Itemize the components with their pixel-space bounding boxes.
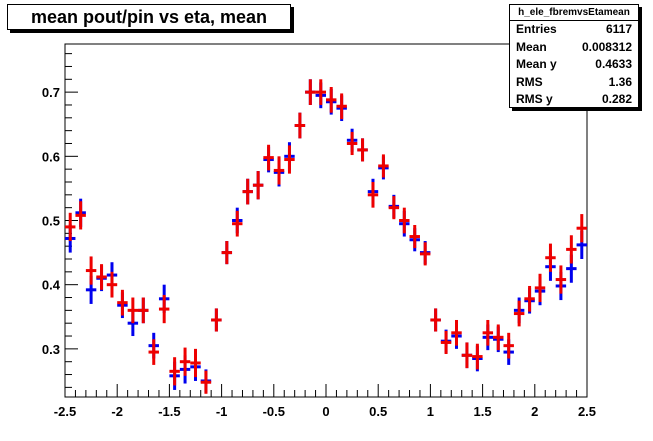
stats-value: 1.36 <box>608 74 632 89</box>
data-point <box>461 342 473 369</box>
y-tick-label: 0.4 <box>42 278 61 293</box>
data-point <box>211 308 222 332</box>
stats-histogram-name: h_ele_fbremvsEtamean <box>510 5 638 21</box>
x-tick-label: 0 <box>322 404 329 419</box>
data-point <box>451 319 462 346</box>
data-point <box>273 156 285 185</box>
stats-row-rms: RMS 1.36 <box>510 74 638 92</box>
stats-label: Entries <box>516 22 557 36</box>
data-point <box>399 207 410 234</box>
data-point <box>96 264 107 290</box>
stats-value: 0.4633 <box>595 57 632 71</box>
series-layer <box>65 79 587 394</box>
stats-row-entries: Entries 6117 <box>510 21 638 39</box>
data-point <box>252 171 264 200</box>
data-point <box>566 235 577 264</box>
x-tick-label: -2 <box>111 404 123 419</box>
y-tick-label: 0.3 <box>42 342 60 357</box>
data-point <box>534 273 546 303</box>
x-tick-label: -2.5 <box>54 404 76 419</box>
data-point <box>294 112 306 139</box>
data-point <box>284 145 295 174</box>
data-point <box>232 210 243 237</box>
data-point <box>482 319 494 346</box>
stats-value: 0.282 <box>601 92 632 106</box>
data-point <box>221 241 233 265</box>
y-tick-label: 0.5 <box>42 214 60 229</box>
data-point <box>430 308 441 332</box>
title-box: mean pout/pin vs eta, mean <box>7 4 291 30</box>
data-point <box>346 131 358 156</box>
x-tick-label: -1 <box>216 404 228 419</box>
data-point <box>148 339 159 365</box>
data-point <box>388 196 400 220</box>
data-point <box>440 330 452 354</box>
data-point <box>503 332 514 359</box>
data-point <box>326 87 337 113</box>
x-tick-label: -1.5 <box>158 404 180 419</box>
data-point <box>75 201 86 230</box>
stats-row-mean: Mean 0.008312 <box>510 39 638 57</box>
data-point <box>65 212 76 242</box>
data-point <box>169 357 180 386</box>
y-tick-label: 0.7 <box>42 85 60 100</box>
data-point <box>85 256 97 285</box>
data-point <box>305 79 316 105</box>
x-tick-label: 1.5 <box>474 404 492 419</box>
stats-box: h_ele_fbremvsEtamean Entries 6117 Mean 0… <box>509 4 639 108</box>
x-tick-label: 2 <box>531 404 538 419</box>
stats-row-rms-y: RMS y 0.282 <box>510 91 638 109</box>
data-point <box>117 289 128 316</box>
data-point <box>524 285 535 312</box>
data-point <box>158 294 170 324</box>
stats-row-mean-y: Mean y 0.4633 <box>510 56 638 74</box>
data-point <box>263 144 274 171</box>
data-point <box>545 243 556 272</box>
y-tick-label: 0.6 <box>42 149 60 164</box>
data-point <box>138 297 149 324</box>
data-point <box>200 370 212 394</box>
data-point <box>106 271 118 298</box>
x-tick-label: 0.5 <box>369 404 387 419</box>
data-point <box>555 265 567 294</box>
y-axis: 0.3 0.4 0.5 0.6 0.7 <box>42 53 78 388</box>
data-point <box>472 343 483 370</box>
data-point <box>409 224 420 249</box>
x-tick-label: -0.5 <box>263 404 285 419</box>
stats-label: Mean y <box>516 57 557 71</box>
data-point <box>493 324 504 351</box>
data-point <box>127 297 139 324</box>
series-1 <box>65 79 587 394</box>
data-point <box>367 181 379 208</box>
data-point <box>190 348 201 378</box>
stats-label: RMS <box>516 74 543 89</box>
stats-value: 0.008312 <box>581 39 632 54</box>
data-point <box>576 214 587 243</box>
x-tick-label: 1 <box>427 404 434 419</box>
stats-label: Mean <box>516 39 547 54</box>
chart-title: mean pout/pin vs eta, mean <box>30 7 268 27</box>
data-point <box>419 242 431 266</box>
x-axis: -2.5 -2 -1.5 -1 -0.5 0 0.5 1 1.5 2 2.5 <box>54 384 596 419</box>
stats-label: RMS y <box>516 92 553 106</box>
x-tick-label: 2.5 <box>578 404 596 419</box>
data-point <box>315 79 326 105</box>
data-point <box>242 178 253 205</box>
data-point <box>357 138 368 162</box>
data-point <box>336 93 347 120</box>
data-point <box>179 347 191 376</box>
data-point <box>513 300 525 327</box>
data-point <box>378 154 389 178</box>
stats-value: 6117 <box>605 22 632 36</box>
